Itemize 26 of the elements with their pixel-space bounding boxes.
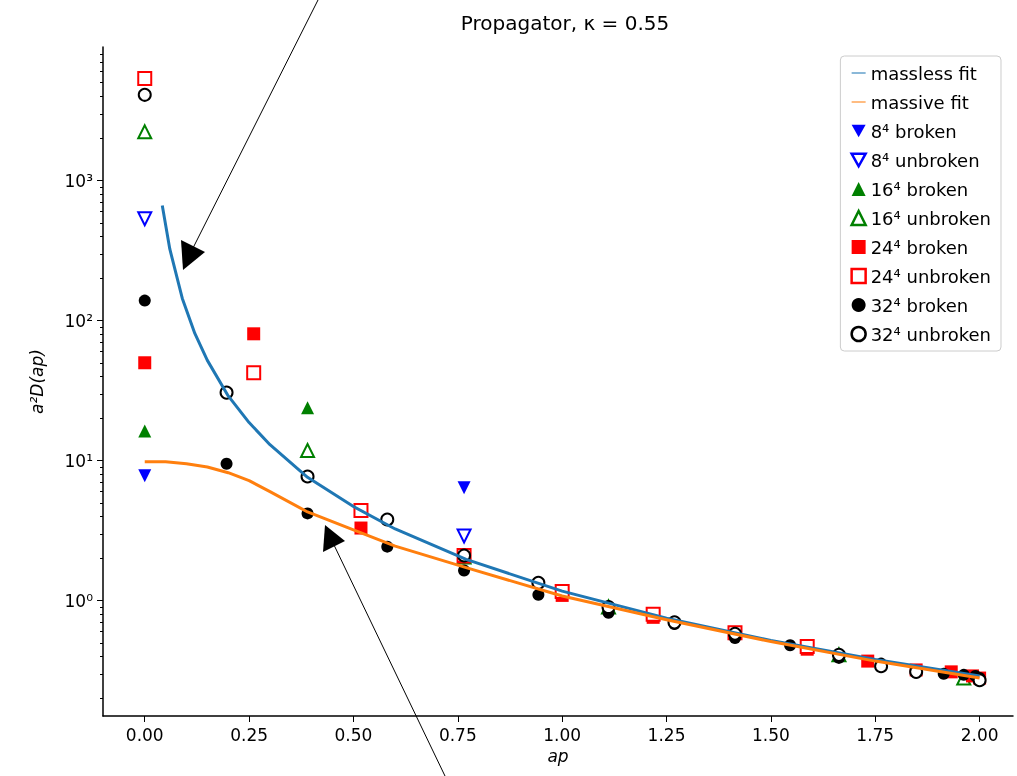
y-tick-label: 10⁰ — [64, 590, 94, 611]
legend-label: 8⁴ unbroken — [870, 149, 980, 171]
x-tick-label: 1.50 — [751, 724, 790, 745]
y-tick-label: 10¹ — [64, 450, 93, 471]
legend-label: 32⁴ unbroken — [870, 323, 992, 345]
x-tick-label: 0.25 — [230, 724, 269, 745]
x-axis-title: ap — [547, 746, 569, 767]
legend-label: 24⁴ unbroken — [870, 265, 992, 287]
legend-label: massive fit — [870, 91, 969, 113]
x-tick-label: 0.50 — [334, 724, 373, 745]
x-tick-label: 1.75 — [856, 724, 895, 745]
y-tick-label: 10³ — [64, 170, 93, 191]
legend-label: 8⁴ broken — [870, 120, 957, 142]
legend-label: massless fit — [870, 62, 977, 84]
legend-label: 24⁴ broken — [870, 236, 969, 258]
x-tick-label: 2.00 — [960, 724, 999, 745]
chart-title: Propagator, κ = 0.55 — [460, 11, 670, 35]
x-tick-label: 0.00 — [125, 724, 164, 745]
y-tick-label: 10² — [64, 310, 93, 331]
y-axis-title: a²D(ap) — [26, 349, 47, 414]
x-tick-label: 0.75 — [438, 724, 477, 745]
x-tick-label: 1.25 — [647, 724, 686, 745]
x-tick-label: 1.00 — [543, 724, 582, 745]
legend-label: 32⁴ broken — [870, 294, 969, 316]
legend-label: 16⁴ broken — [870, 178, 969, 200]
legend-label: 16⁴ unbroken — [870, 207, 992, 229]
